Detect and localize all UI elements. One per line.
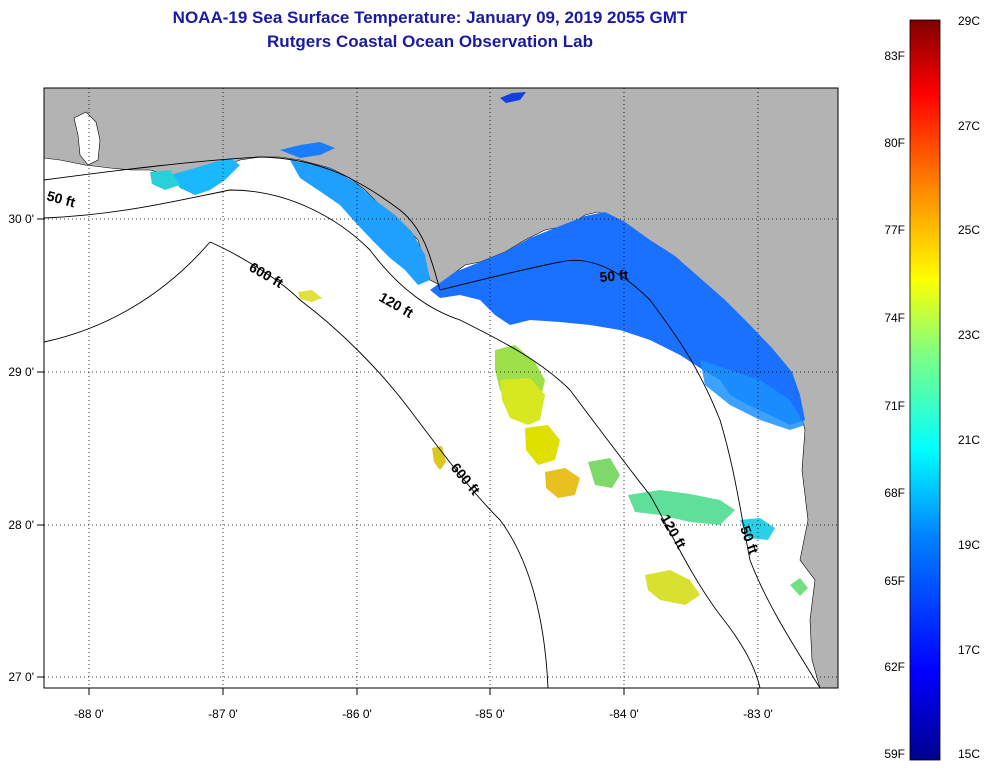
- lon-label: -84 0': [609, 707, 639, 721]
- sst-patch-inland: [500, 92, 526, 103]
- sst-patch-yellow5: [298, 290, 322, 302]
- sst-patch-cyan1: [740, 518, 775, 540]
- colorbar-c-label: 17C: [958, 643, 980, 657]
- colorbar-c-label: 23C: [958, 328, 980, 342]
- lon-label: -85 0': [475, 707, 505, 721]
- sst-patch-green2: [588, 458, 620, 488]
- lat-label: 29 0': [8, 365, 34, 379]
- sst-patch-stjoe: [280, 142, 335, 158]
- map-title: NOAA-19 Sea Surface Temperature: January…: [172, 8, 688, 27]
- sst-patch-green3: [628, 490, 735, 525]
- sst-patch-yellow1: [500, 378, 545, 425]
- lon-label: -83 0': [743, 707, 773, 721]
- lon-label: -88 0': [74, 707, 104, 721]
- colorbar-f-label: 74F: [884, 311, 905, 325]
- sst-patch-west: [170, 158, 240, 195]
- sst-patch-yellow2: [525, 425, 560, 465]
- colorbar-f-label: 71F: [884, 399, 905, 413]
- contour-label-50ft-bigbend: 50 ft: [599, 267, 629, 285]
- colorbar-f-label: 59F: [884, 747, 905, 761]
- lat-label: 28 0': [8, 518, 34, 532]
- colorbar: [909, 19, 941, 761]
- colorbar-c-label: 27C: [958, 119, 980, 133]
- tick-marks: [37, 218, 759, 695]
- plot-frame: [43, 87, 839, 689]
- lat-label: 27 0': [8, 670, 34, 684]
- lon-label: -86 0': [342, 707, 372, 721]
- sst-patch-yellow4: [432, 446, 446, 470]
- colorbar-c-label: 29C: [958, 14, 980, 28]
- colorbar-f-label: 83F: [884, 49, 905, 63]
- sst-patch-bigbend-edge: [700, 360, 805, 430]
- contour-50ft-bigbend: [439, 259, 821, 688]
- sst-patch-green4: [790, 578, 808, 596]
- sst-patch-westbay: [150, 170, 180, 190]
- contour-label-50ft-west: 50 ft: [45, 187, 77, 210]
- lat-label: 30 0': [8, 212, 34, 226]
- colorbar-f-label: 62F: [884, 660, 905, 674]
- contour-50ft-west: [44, 156, 441, 291]
- colorbar-c-label: 15C: [958, 747, 980, 761]
- colorbar-c-label: 19C: [958, 538, 980, 552]
- colorbar-c-label: 25C: [958, 223, 980, 237]
- sst-patch-yellow3: [645, 570, 700, 605]
- map-subtitle: Rutgers Coastal Ocean Observation Lab: [267, 32, 593, 51]
- graticule: [44, 88, 838, 688]
- bathymetry-contours: [44, 156, 821, 688]
- lon-label: -87 0': [208, 707, 238, 721]
- colorbar-f-label: 80F: [884, 136, 905, 150]
- sst-patch-orange1: [545, 468, 580, 498]
- colorbar-f-label: 77F: [884, 223, 905, 237]
- mobile-bay: [73, 111, 101, 166]
- sst-patch-panhandle: [290, 160, 430, 285]
- colorbar-f-label: 65F: [884, 574, 905, 588]
- colorbar-f-label: 68F: [884, 486, 905, 500]
- contour-600ft: [44, 241, 549, 688]
- colorbar-c-label: 21C: [958, 433, 980, 447]
- contour-120ft: [44, 189, 761, 688]
